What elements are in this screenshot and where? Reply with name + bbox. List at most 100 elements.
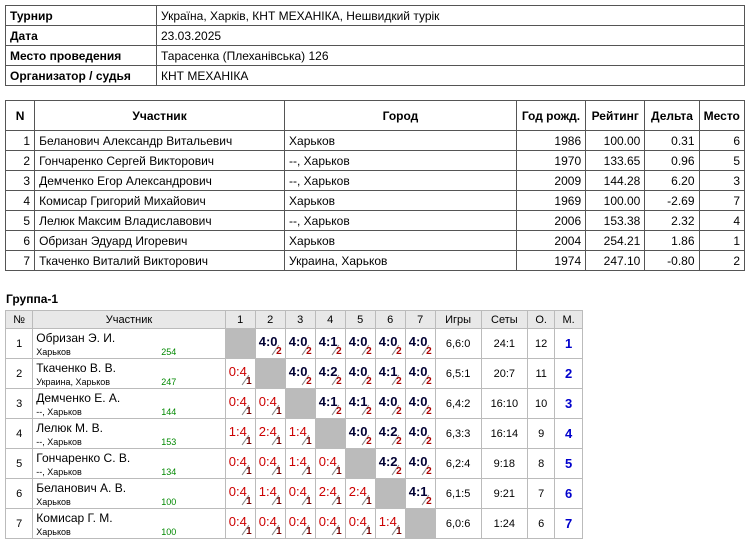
participant-cell: Беланович Александр Витальевич xyxy=(34,130,286,151)
match-points: 2 xyxy=(366,346,372,357)
match-points: 2 xyxy=(396,406,402,417)
match-points: 1 xyxy=(246,376,252,387)
info-row: Турнир Україна, Харків, КНТ МЕХАНІКА, Неш… xyxy=(5,5,745,26)
sets: 16:10 xyxy=(480,388,529,419)
match-score: 1:4 xyxy=(378,514,397,529)
info-key: Место проведения xyxy=(5,45,157,66)
column-header: 1 xyxy=(224,310,256,329)
sets: 16:14 xyxy=(480,418,529,449)
column-header: О. xyxy=(527,310,556,329)
player-name: Обризан Э. И. xyxy=(36,331,116,345)
match-cell: 2:4 1 xyxy=(314,478,346,509)
match-score: 4:0 xyxy=(408,424,428,439)
match-points: 1 xyxy=(276,406,282,417)
column-header: Рейтинг xyxy=(585,100,646,131)
sets: 1:24 xyxy=(480,508,529,539)
match-cell: 4:0 2 xyxy=(344,418,376,449)
participant-cell: 6.20 xyxy=(644,170,700,191)
info-value: КНТ МЕХАНІКА xyxy=(156,65,745,86)
participant-row: 7 Ткаченко Виталий Викторович Украина, Хар… xyxy=(4,250,746,271)
match-score: 2:4 xyxy=(318,484,337,499)
match-score: 4:0 xyxy=(408,394,428,409)
row-number: 6 xyxy=(4,478,34,509)
match-cell: 0:4 1 xyxy=(254,388,286,419)
player-rating: 100 xyxy=(161,527,177,537)
match-cell: 4:1 2 xyxy=(314,388,346,419)
row-number: 3 xyxy=(4,388,34,419)
match-points: 2 xyxy=(336,376,342,387)
player-box: Обризан Э. И. Харьков 254 xyxy=(36,329,176,358)
row-number: 7 xyxy=(4,508,34,539)
participant-cell: 5 xyxy=(4,210,36,231)
place: 4 xyxy=(554,418,583,449)
diagonal-cell xyxy=(314,418,346,449)
match-cell: 4:1 2 xyxy=(314,328,346,359)
match-points: 2 xyxy=(276,346,282,357)
match-points: 1 xyxy=(336,526,342,537)
match-cell: 0:4 1 xyxy=(314,508,346,539)
match-cell: 4:0 2 xyxy=(374,388,406,419)
participant-row: 1 Беланович Александр Витальевич Харьков 19… xyxy=(4,130,746,151)
match-points: 2 xyxy=(366,376,372,387)
player-name: Лелюк М. В. xyxy=(36,421,103,435)
row-number: 1 xyxy=(4,328,34,359)
row-number: 2 xyxy=(4,358,34,389)
match-score: 4:0 xyxy=(348,424,368,439)
match-cell: 0:4 1 xyxy=(224,358,256,389)
participant-cell: 2006 xyxy=(515,210,587,231)
column-header: Дельта xyxy=(644,100,700,131)
column-header: N xyxy=(4,100,36,131)
participant-cell: 2004 xyxy=(515,230,587,251)
player-rating: 134 xyxy=(161,467,177,477)
participant-cell: 100.00 xyxy=(585,130,646,151)
match-points: 2 xyxy=(426,496,432,507)
participant-cell: 4 xyxy=(698,210,746,231)
match-points: 2 xyxy=(396,466,402,477)
participant-row: 6 Обризан Эдуард Игоревич Харьков 2004 254.2… xyxy=(4,230,746,251)
place: 2 xyxy=(554,358,583,389)
match-cell: 4:0 2 xyxy=(344,358,376,389)
participant-cell: 1970 xyxy=(515,150,587,171)
participant-cell: Харьков xyxy=(284,130,517,151)
diagonal-cell xyxy=(404,508,436,539)
games: 6,6:0 xyxy=(434,328,482,359)
points: 9 xyxy=(527,418,556,449)
player-cell: Беланович А. В. Харьков 100 xyxy=(32,478,226,509)
info-row: Организатор / судья КНТ МЕХАНІКА xyxy=(5,65,745,86)
participant-cell: 133.65 xyxy=(585,150,646,171)
player-rating: 100 xyxy=(161,497,177,507)
player-city: Харьков xyxy=(36,497,71,507)
match-points: 1 xyxy=(276,496,282,507)
sets: 9:21 xyxy=(480,478,529,509)
match-score: 4:1 xyxy=(318,334,338,349)
info-table: Турнир Україна, Харків, КНТ МЕХАНІКА, Неш… xyxy=(5,5,745,86)
place: 7 xyxy=(554,508,583,539)
match-points: 1 xyxy=(246,436,252,447)
group-row: 3 Демченко Е. А. --, Харьков 144 0:4 1 0:4 1 4:1… xyxy=(4,388,583,419)
participant-cell: Гончаренко Сергей Викторович xyxy=(34,150,286,171)
info-row: Место проведения Тарасенка (Плеханівська)… xyxy=(5,45,745,66)
match-cell: 0:4 1 xyxy=(284,478,316,509)
match-score: 1:4 xyxy=(288,424,307,439)
match-score: 4:1 xyxy=(378,364,398,379)
match-cell: 4:0 2 xyxy=(404,388,436,419)
participant-row: 5 Лелюк Максим Владиславович --, Харьков 20… xyxy=(4,210,746,231)
match-score: 4:0 xyxy=(348,364,368,379)
player-city: Харьков xyxy=(36,527,71,537)
column-header: 4 xyxy=(314,310,346,329)
player-rating: 247 xyxy=(161,377,177,387)
participant-cell: 6 xyxy=(4,230,36,251)
match-points: 2 xyxy=(426,346,432,357)
group-row: 6 Беланович А. В. Харьков 100 0:4 1 1:4 1 0:4 1 2:… xyxy=(4,478,583,509)
participant-cell: Лелюк Максим Владиславович xyxy=(34,210,286,231)
match-cell: 4:0 2 xyxy=(404,418,436,449)
match-score: 4:1 xyxy=(348,394,368,409)
diagonal-cell xyxy=(254,358,286,389)
column-header: Игры xyxy=(434,310,482,329)
participant-cell: 2 xyxy=(698,250,746,271)
player-box: Комисар Г. М. Харьков 100 xyxy=(36,509,176,538)
match-cell: 2:4 1 xyxy=(254,418,286,449)
participant-cell: -0.80 xyxy=(644,250,700,271)
participant-cell: 100.00 xyxy=(585,190,646,211)
participant-cell: 1 xyxy=(4,130,36,151)
